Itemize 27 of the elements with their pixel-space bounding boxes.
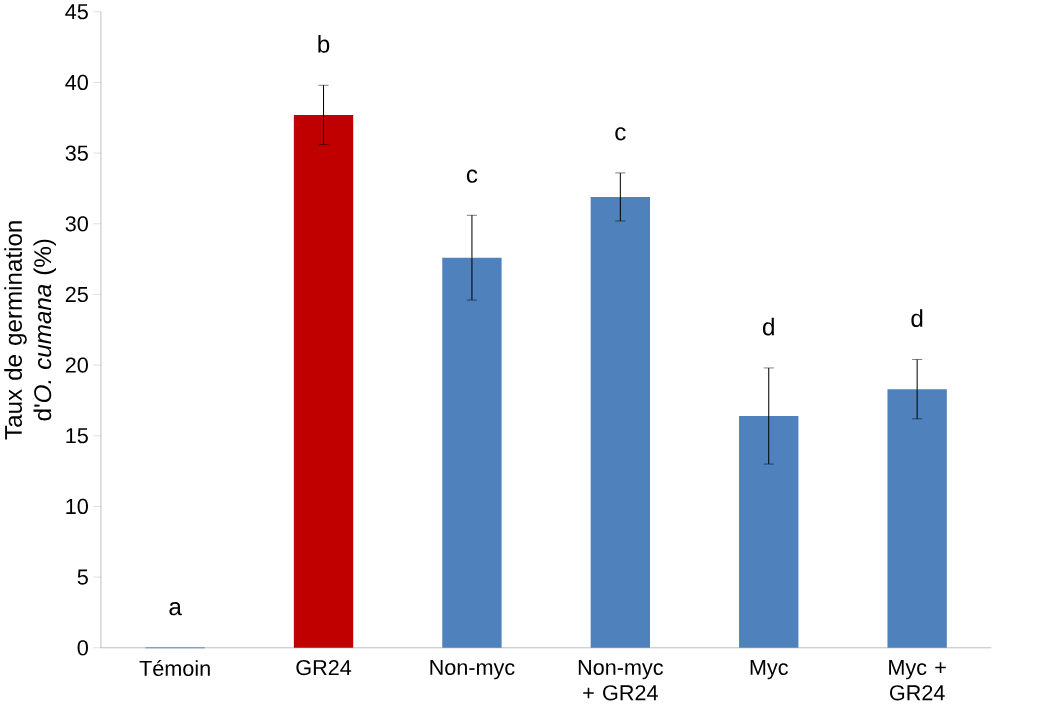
- x-tick-label: Myc + GR24: [889, 660, 946, 701]
- x-tick-label: Témoin: [139, 660, 210, 677]
- x-tick-label: Non-myc: [430, 660, 515, 680]
- y-tick-label: 40: [65, 74, 88, 91]
- annotation: a: [169, 602, 182, 616]
- y-tick-label: 15: [66, 428, 88, 444]
- y-tick-label: 35: [65, 145, 88, 161]
- bar: [887, 389, 947, 648]
- y-tick-label: 5: [77, 569, 88, 585]
- x-tick-label: Myc: [750, 660, 788, 680]
- y-tick-label: 30: [65, 216, 88, 232]
- bar: [293, 115, 354, 648]
- x-tick-label: GR24: [296, 660, 352, 676]
- bar: [442, 257, 502, 648]
- bar: [590, 197, 651, 648]
- annotation: b: [318, 35, 330, 53]
- annotation: c: [615, 127, 626, 141]
- annotation: c: [466, 169, 478, 183]
- y-tick-label: 20: [65, 357, 88, 373]
- y-tick-label: 45: [65, 4, 88, 20]
- y-tick-label: 0: [77, 640, 88, 656]
- y-tick-label: 10: [66, 498, 88, 515]
- bar: [739, 416, 799, 648]
- annotation: d: [911, 309, 923, 328]
- y-tick-label: 25: [65, 286, 88, 303]
- annotation: d: [763, 317, 774, 336]
- x-tick-label: Non-myc + GR24: [578, 660, 663, 701]
